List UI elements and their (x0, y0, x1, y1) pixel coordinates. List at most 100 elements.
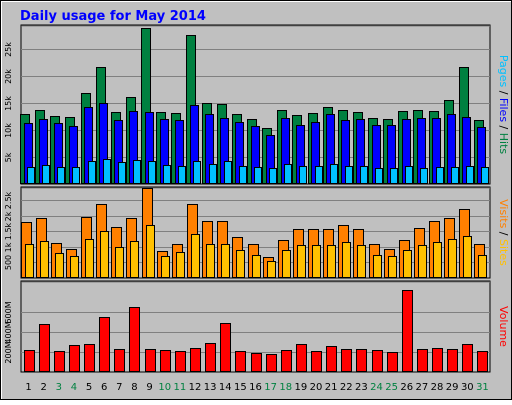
y-tick-label-volume-0: 200M (4, 341, 13, 363)
x-tick-label-day-28: 28 (431, 382, 444, 393)
bar-volume-day-4 (69, 345, 80, 372)
side-label-part-hits-files-pages-3: / (497, 122, 510, 133)
side-label-part-volume-0: Volume (497, 306, 510, 347)
x-tick-label-day-5: 5 (86, 382, 92, 393)
bar-pages-day-4 (72, 167, 80, 184)
side-label-part-hits-files-pages-1: / (497, 87, 510, 98)
bar-pages-day-5 (88, 161, 96, 184)
bar-volume-day-19 (296, 344, 307, 372)
bar-pages-day-27 (420, 168, 428, 184)
bar-sites-day-18 (282, 250, 291, 278)
side-label-volume: Volume (497, 306, 510, 347)
x-tick-label-day-24: 24 (370, 382, 383, 393)
bar-pages-day-29 (451, 167, 459, 184)
x-tick-label-day-21: 21 (325, 382, 338, 393)
x-tick-label-day-12: 12 (189, 382, 202, 393)
bar-volume-day-12 (190, 348, 201, 372)
x-tick-label-day-18: 18 (279, 382, 292, 393)
bar-sites-day-23 (357, 245, 366, 278)
bar-sites-day-13 (206, 244, 215, 278)
bar-pages-day-16 (254, 167, 262, 184)
y-tick-label-hits-files-pages-0: 5k (4, 152, 13, 162)
bar-pages-day-1 (27, 167, 35, 184)
bar-volume-day-21 (326, 346, 337, 372)
bar-sites-day-11 (176, 252, 185, 278)
bar-pages-day-17 (269, 168, 277, 184)
bar-sites-day-22 (342, 242, 351, 278)
x-tick-label-day-11: 11 (173, 382, 186, 393)
bar-sites-day-27 (418, 245, 427, 278)
side-label-part-hits-files-pages-4: Hits (497, 133, 510, 155)
y-tick-label-volume-2: 600M (4, 301, 13, 323)
bar-pages-day-13 (209, 164, 217, 184)
side-label-part-hits-files-pages-0: Pages (497, 55, 510, 88)
bar-pages-day-21 (330, 164, 338, 184)
bar-pages-day-20 (315, 166, 323, 184)
bar-volume-day-17 (266, 354, 277, 372)
x-tick-label-day-29: 29 (446, 382, 459, 393)
bar-volume-day-29 (447, 349, 458, 372)
x-tick-label-day-22: 22 (340, 382, 353, 393)
bar-volume-day-24 (372, 350, 383, 372)
bar-pages-day-3 (57, 167, 65, 184)
x-tick-label-day-7: 7 (116, 382, 122, 393)
bar-volume-day-30 (462, 344, 473, 372)
x-tick-label-day-10: 10 (158, 382, 171, 393)
x-tick-label-day-6: 6 (101, 382, 107, 393)
y-tick-label-visits-sites-0: 500 (4, 255, 13, 270)
bar-pages-day-23 (360, 166, 368, 184)
x-tick-label-day-8: 8 (131, 382, 137, 393)
bar-pages-day-30 (466, 166, 474, 184)
side-label-part-visits-sites-2: Sites (497, 239, 510, 266)
bar-volume-day-10 (160, 350, 171, 372)
bar-volume-day-11 (175, 351, 186, 372)
bar-sites-day-14 (221, 244, 230, 278)
x-tick-label-day-3: 3 (56, 382, 62, 393)
x-tick-label-day-25: 25 (385, 382, 398, 393)
side-label-hits-files-pages: Pages / Files / Hits (497, 55, 510, 155)
bar-volume-day-26 (402, 290, 413, 372)
side-label-part-hits-files-pages-2: Files (497, 98, 510, 122)
side-label-visits-sites: Visits / Sites (497, 199, 510, 266)
bar-pages-day-18 (284, 164, 292, 184)
bar-sites-day-29 (448, 239, 457, 278)
bar-sites-day-7 (115, 247, 124, 278)
bar-volume-day-25 (387, 352, 398, 372)
bar-volume-day-15 (235, 351, 246, 372)
bar-sites-day-31 (478, 255, 487, 278)
bar-pages-day-9 (148, 161, 156, 184)
bar-volume-day-22 (341, 349, 352, 372)
x-tick-label-day-9: 9 (146, 382, 152, 393)
y-tick-label-volume-1: 400M (4, 321, 13, 343)
bar-sites-day-3 (55, 253, 64, 278)
bar-pages-day-26 (405, 166, 413, 184)
bar-volume-day-9 (145, 349, 156, 372)
y-tick-label-visits-sites-2: 1.5k (4, 222, 13, 240)
chart-panels: 5k 10k 15k 20k 25k Pages / Files / Hits 500 1k 1… (4, 24, 510, 393)
bar-volume-day-1 (24, 350, 35, 372)
y-tick-label-visits-sites-1: 1k (4, 242, 13, 252)
bar-sites-day-4 (70, 256, 79, 278)
y-tick-label-hits-files-pages-2: 15k (4, 96, 13, 111)
bar-volume-day-16 (251, 353, 262, 372)
x-tick-label-day-14: 14 (219, 382, 232, 393)
x-tick-label-day-30: 30 (461, 382, 474, 393)
chart-title: Daily usage for May 2014 (20, 9, 206, 24)
bar-sites-day-20 (312, 245, 321, 278)
bar-pages-day-24 (375, 168, 383, 184)
bar-sites-day-25 (388, 256, 397, 278)
bar-sites-day-5 (85, 239, 94, 278)
bar-pages-day-22 (345, 166, 353, 184)
x-tick-label-day-27: 27 (416, 382, 429, 393)
x-tick-label-day-26: 26 (400, 382, 413, 393)
x-tick-label-day-13: 13 (204, 382, 217, 393)
bar-sites-day-12 (191, 234, 200, 278)
bar-volume-day-23 (356, 349, 367, 372)
bar-pages-day-31 (481, 167, 489, 184)
x-tick-label-day-31: 31 (476, 382, 489, 393)
bar-pages-day-6 (103, 159, 111, 184)
x-tick-label-day-17: 17 (264, 382, 277, 393)
bar-sites-day-2 (40, 241, 49, 278)
